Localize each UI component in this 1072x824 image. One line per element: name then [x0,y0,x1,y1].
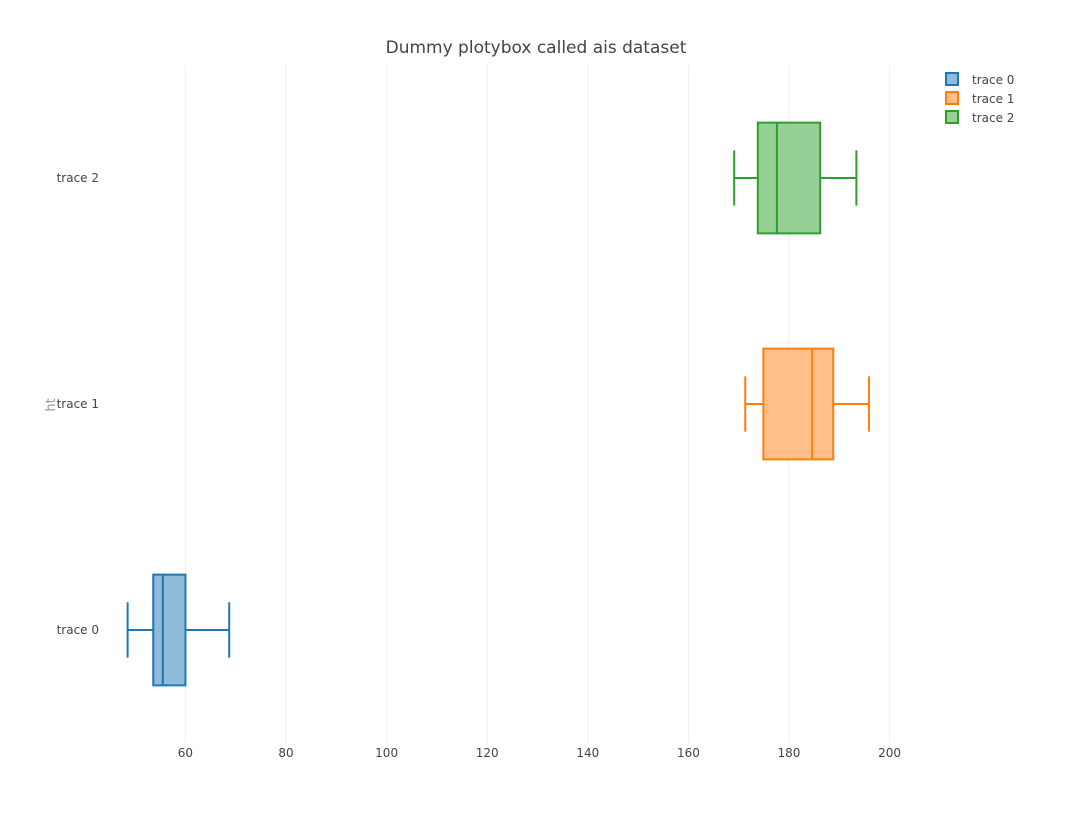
x-axis: 60 80 100 120 140 160 180 200 [178,746,901,760]
legend-label: trace 1 [972,92,1014,106]
y-axis: trace 0 trace 1 trace 2 [57,171,99,637]
iqr-box [762,347,835,461]
y-axis-label: ht [44,398,59,411]
legend-item-trace-1[interactable]: trace 1 [945,91,1014,106]
chart-title: Dummy plotybox called ais dataset [386,38,687,58]
box-trace-0[interactable] [126,573,231,687]
x-tick-label: 200 [878,746,901,760]
box-trace-1[interactable] [744,347,870,461]
x-tick-label: 120 [476,746,499,760]
legend-label: trace 0 [972,73,1014,87]
x-tick-label: 180 [778,746,801,760]
x-tick-label: 60 [178,746,193,760]
y-tick-label: trace 0 [57,623,99,637]
legend-item-trace-0[interactable]: trace 0 [945,72,1014,87]
box-series [126,121,870,687]
y-tick-label: trace 2 [57,171,99,185]
iqr-box [152,573,187,687]
x-tick-label: 140 [576,746,599,760]
legend-item-trace-2[interactable]: trace 2 [945,110,1014,125]
x-tick-label: 100 [375,746,398,760]
x-tick-label: 80 [278,746,293,760]
box-trace-2[interactable] [733,121,858,235]
legend[interactable]: trace 0 trace 1 trace 2 [945,72,1014,125]
iqr-box [756,121,822,235]
legend-swatch [945,72,959,86]
y-tick-label: trace 1 [57,397,99,411]
legend-label: trace 2 [972,111,1014,125]
legend-swatch [945,91,959,105]
x-tick-label: 160 [677,746,700,760]
legend-swatch [945,110,959,124]
